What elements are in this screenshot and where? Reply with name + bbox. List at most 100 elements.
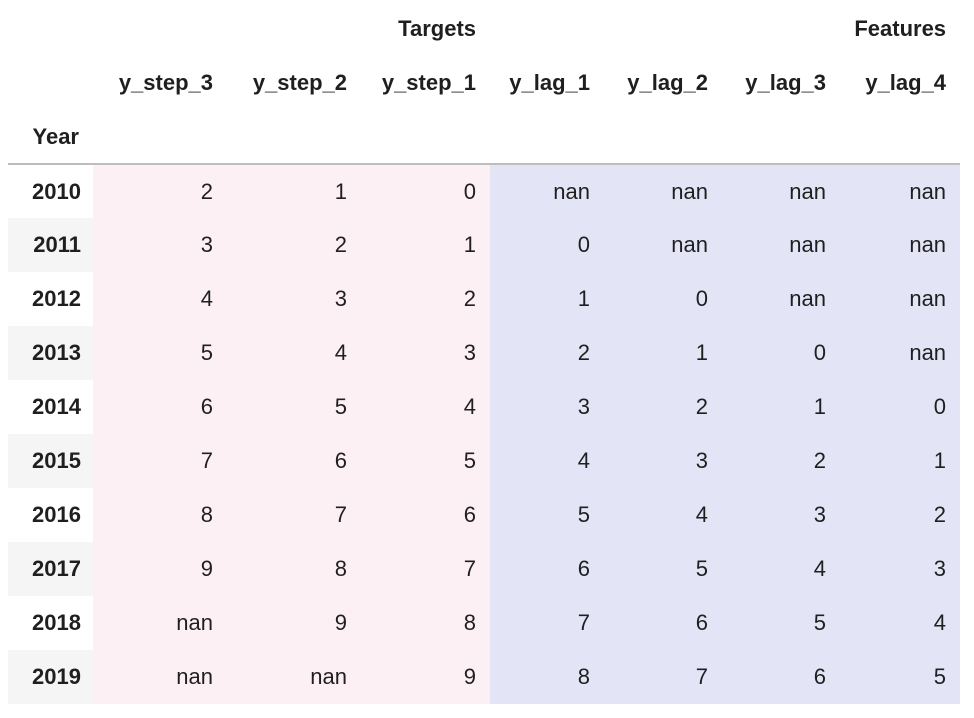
targets-group-header: Targets [93, 2, 491, 56]
table-cell-y-step-3: nan [93, 596, 227, 650]
table-cell-y-step-3: 5 [93, 326, 227, 380]
table-cell-y-step-3: nan [93, 650, 227, 704]
table-cell-y-lag-3: nan [722, 272, 841, 326]
column-group-row: Targets Features [8, 2, 961, 56]
table-cell-y-step-2: 4 [227, 326, 361, 380]
table-cell-y-lag-4: 2 [840, 488, 961, 542]
table-cell-y-lag-1: 3 [490, 380, 605, 434]
table-cell-y-step-2: 6 [227, 434, 361, 488]
table-cell-y-lag-4: 3 [840, 542, 961, 596]
row-index-year: 2018 [8, 596, 93, 650]
row-index-year: 2012 [8, 272, 93, 326]
table-cell-y-lag-3: 4 [722, 542, 841, 596]
table-cell-y-lag-1: 8 [490, 650, 605, 704]
table-cell-y-step-1: 4 [361, 380, 491, 434]
table-cell-y-step-2: 8 [227, 542, 361, 596]
table-cell-y-lag-1: 6 [490, 542, 605, 596]
table-cell-y-step-3: 9 [93, 542, 227, 596]
table-cell-y-lag-2: 4 [604, 488, 723, 542]
column-header-y-lag-1: y_lag_1 [490, 56, 605, 110]
column-header-y-step-3: y_step_3 [93, 56, 227, 110]
table-cell-y-lag-2: 7 [604, 650, 723, 704]
table-cell-y-step-1: 2 [361, 272, 491, 326]
table-cell-y-lag-3: 5 [722, 596, 841, 650]
row-index-year: 2013 [8, 326, 93, 380]
table-cell-y-lag-3: nan [722, 164, 841, 218]
table-cell-y-step-1: 9 [361, 650, 491, 704]
row-index-year: 2010 [8, 164, 93, 218]
table-cell-y-lag-2: 6 [604, 596, 723, 650]
table-cell-y-lag-1: 0 [490, 218, 605, 272]
table-cell-y-step-1: 1 [361, 218, 491, 272]
table-cell-y-step-1: 7 [361, 542, 491, 596]
features-group-header: Features [490, 2, 961, 56]
table-cell-y-lag-2: 0 [604, 272, 723, 326]
table-row: 2017 9 8 7 6 5 4 3 [8, 542, 961, 596]
table-cell-y-step-3: 4 [93, 272, 227, 326]
table-cell-y-lag-4: nan [840, 272, 961, 326]
table-row: 2010 2 1 0 nan nan nan nan [8, 164, 961, 218]
table-cell-y-lag-4: nan [840, 326, 961, 380]
blank-header-cell [722, 110, 841, 165]
table-cell-y-lag-1: 1 [490, 272, 605, 326]
table-cell-y-lag-4: nan [840, 164, 961, 218]
table-cell-y-step-1: 8 [361, 596, 491, 650]
table-body: 2010 2 1 0 nan nan nan nan 2011 3 2 1 0 nan nan nan 2012… [8, 164, 961, 704]
table-cell-y-lag-2: 2 [604, 380, 723, 434]
column-header-y-lag-2: y_lag_2 [604, 56, 723, 110]
column-names-row: y_step_3 y_step_2 y_step_1 y_lag_1 y_lag… [8, 56, 961, 110]
row-index-year: 2019 [8, 650, 93, 704]
table-row: 2018 nan 9 8 7 6 5 4 [8, 596, 961, 650]
table-row: 2014 6 5 4 3 2 1 0 [8, 380, 961, 434]
blank-header-cell [93, 110, 227, 165]
table-cell-y-lag-4: 4 [840, 596, 961, 650]
row-index-year: 2014 [8, 380, 93, 434]
table-cell-y-step-1: 6 [361, 488, 491, 542]
column-header-y-step-1: y_step_1 [361, 56, 491, 110]
row-index-year: 2011 [8, 218, 93, 272]
table-cell-y-lag-3: 2 [722, 434, 841, 488]
index-name-row: Year [8, 110, 961, 165]
table-row: 2011 3 2 1 0 nan nan nan [8, 218, 961, 272]
table-cell-y-lag-4: 1 [840, 434, 961, 488]
table-cell-y-step-2: 1 [227, 164, 361, 218]
table-cell-y-step-2: 5 [227, 380, 361, 434]
table-row: 2019 nan nan 9 8 7 6 5 [8, 650, 961, 704]
column-header-y-step-2: y_step_2 [227, 56, 361, 110]
table-cell-y-lag-1: nan [490, 164, 605, 218]
empty-corner-cell [8, 56, 93, 110]
table-cell-y-step-3: 2 [93, 164, 227, 218]
table-cell-y-step-3: 6 [93, 380, 227, 434]
table-cell-y-lag-1: 2 [490, 326, 605, 380]
table-cell-y-lag-2: 5 [604, 542, 723, 596]
table-row: 2016 8 7 6 5 4 3 2 [8, 488, 961, 542]
table-cell-y-lag-4: nan [840, 218, 961, 272]
table-cell-y-lag-2: 3 [604, 434, 723, 488]
row-index-year: 2016 [8, 488, 93, 542]
table-cell-y-lag-4: 0 [840, 380, 961, 434]
table-cell-y-lag-1: 7 [490, 596, 605, 650]
table-header: Targets Features y_step_3 y_step_2 y_ste… [8, 2, 961, 165]
table-cell-y-lag-1: 5 [490, 488, 605, 542]
table-cell-y-lag-1: 4 [490, 434, 605, 488]
table-row: 2012 4 3 2 1 0 nan nan [8, 272, 961, 326]
table-cell-y-lag-3: 1 [722, 380, 841, 434]
table-cell-y-lag-2: 1 [604, 326, 723, 380]
table-cell-y-step-1: 3 [361, 326, 491, 380]
table-cell-y-step-2: nan [227, 650, 361, 704]
column-header-y-lag-3: y_lag_3 [722, 56, 841, 110]
table-cell-y-step-2: 3 [227, 272, 361, 326]
column-header-y-lag-4: y_lag_4 [840, 56, 961, 110]
blank-header-cell [361, 110, 491, 165]
table-cell-y-lag-2: nan [604, 164, 723, 218]
row-index-year: 2017 [8, 542, 93, 596]
dataframe-table: Targets Features y_step_3 y_step_2 y_ste… [8, 2, 961, 704]
empty-corner-cell [8, 2, 93, 56]
table-cell-y-step-2: 2 [227, 218, 361, 272]
blank-header-cell [840, 110, 961, 165]
table-cell-y-lag-3: 0 [722, 326, 841, 380]
table-cell-y-lag-4: 5 [840, 650, 961, 704]
table-cell-y-lag-3: 3 [722, 488, 841, 542]
table-row: 2013 5 4 3 2 1 0 nan [8, 326, 961, 380]
